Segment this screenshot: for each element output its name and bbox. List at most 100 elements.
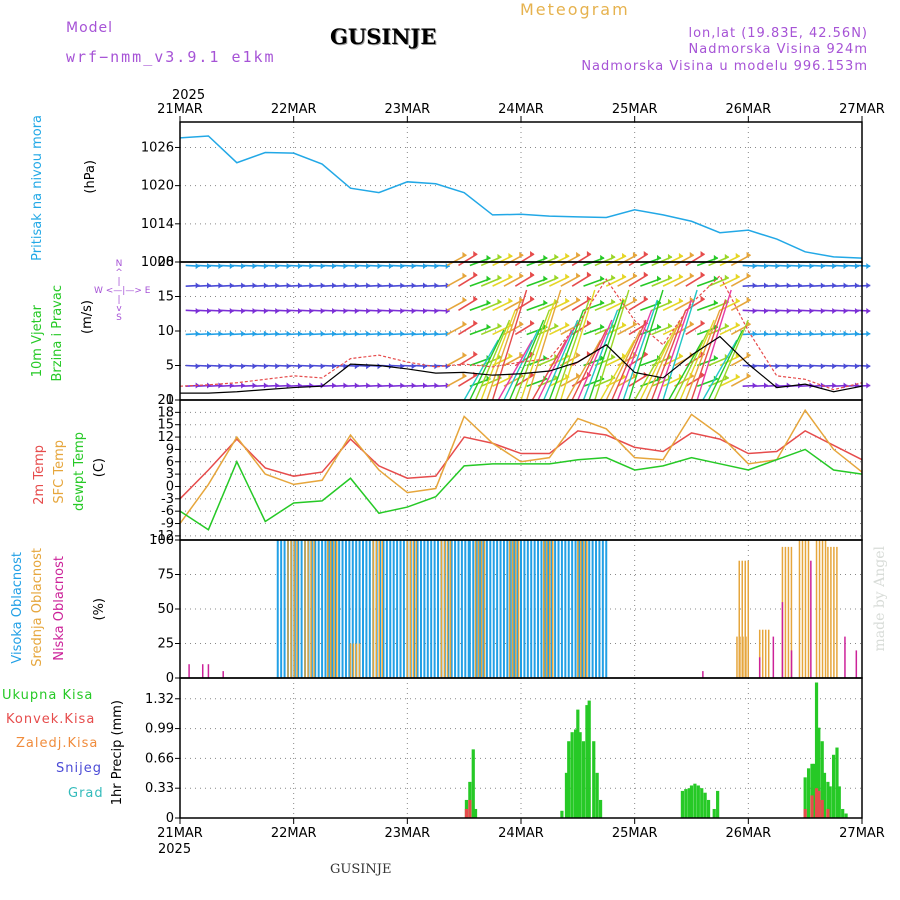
precip-total-bar (693, 783, 697, 818)
temp-ytick-label: -12 (153, 529, 174, 544)
wind-arrow-head (565, 321, 570, 328)
wind-arrow-head (713, 354, 718, 361)
wind-arrow-streak (463, 339, 499, 401)
top-xtick-label: 23MAR (384, 102, 430, 117)
wind-arrow-head (586, 250, 591, 257)
wind-arrow-streak (616, 309, 653, 401)
wind-arrow-streak (594, 289, 630, 401)
wind-arrow-head (713, 254, 718, 261)
precip-total-bar (826, 781, 830, 818)
temp-ytick-label: 3 (166, 467, 174, 482)
wind-arrow-head (530, 295, 535, 302)
wind-arrow-head (565, 297, 570, 304)
precip-total-bar (581, 741, 586, 818)
wind-arrow-head (667, 274, 672, 281)
wind-arrow-streak (486, 299, 522, 401)
wind-arrow-streak (622, 299, 658, 401)
wind-arrow-streak (526, 289, 562, 401)
wind-arrow-head (713, 299, 718, 306)
compass-bar: | (117, 277, 121, 287)
legend-convective-rain: Konvek.Kisa (6, 712, 96, 727)
wind-arrow-head (611, 253, 616, 260)
wind-arrow-head (643, 351, 648, 358)
wind-arrow-streak (588, 299, 624, 401)
wind-arrow-head (576, 251, 581, 258)
wind-arrow-head (632, 372, 637, 379)
wind-arrow-head (497, 274, 502, 281)
wind-ytick-label: 15 (157, 290, 174, 305)
wind-arrow-head (866, 307, 871, 314)
precip-convective-bar (826, 808, 830, 818)
wind-arrow-head (632, 272, 637, 279)
wind-arrow-streak (673, 329, 710, 401)
legend-freezing-rain: Zaledj.Kisa (16, 736, 99, 751)
precip-total-bar (598, 799, 603, 818)
wind-ytick-label: 5 (166, 359, 174, 374)
wind-arrow-head (519, 351, 524, 358)
wind-arrow-streak (520, 299, 556, 401)
precip-ytick-label: 0.99 (145, 722, 174, 737)
wind-arrow-head (486, 375, 491, 382)
wind-arrow-streak (690, 299, 727, 401)
pressure-ytick-label: 1020 (141, 179, 174, 194)
wind-arrow-head (508, 252, 513, 259)
wind-arrow-streak (634, 339, 670, 401)
precip-convective-bar (817, 790, 821, 818)
top-xtick-label: 26MAR (725, 102, 771, 117)
precip-total-bar (471, 749, 475, 818)
wind-arrow-head (462, 251, 467, 258)
wind-arrow-streak (474, 319, 511, 401)
wind-arrow-head (735, 321, 740, 328)
precip-total-bar (810, 763, 814, 818)
wind-arrow-head (600, 254, 605, 261)
wind-arrow-head (700, 371, 705, 378)
wind-arrow-streak (713, 319, 749, 401)
wind-arrow-head (678, 373, 683, 380)
precip-total-bar (587, 700, 591, 818)
wind-arrow-head (611, 274, 616, 281)
pressure-ytick-label: 1008 (141, 255, 174, 270)
wind-arrow-streak (611, 319, 647, 401)
precip-ytick-label: 0 (166, 811, 174, 826)
wind-arrow-streak (656, 299, 693, 401)
wind-arrow-head (486, 299, 491, 306)
temp-ytick-label: -3 (161, 492, 174, 507)
wind-arrow-head (643, 250, 648, 257)
wind-arrow-head (632, 251, 637, 258)
wind-arrow-streak (668, 339, 704, 401)
precip-total-bar (831, 754, 836, 818)
wind-ytick-label: 10 (157, 324, 174, 339)
wind-arrow-streak (503, 329, 539, 401)
wind-arrow-head (486, 275, 491, 282)
legend-hail: Grad (68, 786, 104, 801)
wind-arrow-head (600, 323, 605, 330)
wind-arrow-head (473, 351, 478, 358)
precip-total-bar (817, 727, 821, 818)
precip-convective-bar (803, 808, 807, 818)
precip-total-bar (812, 763, 816, 818)
wind-arrow-head (746, 296, 751, 303)
wind-arrow-streak (707, 329, 744, 401)
wind-arrow-streak (685, 309, 721, 401)
wind-arrow-head (543, 354, 548, 361)
model-name: wrf−nmm_v3.9.1 e1km (66, 48, 276, 66)
wind-arrow-streak (577, 319, 613, 401)
wind-arrow-streak (651, 309, 687, 401)
wind-arrow-head (866, 363, 871, 370)
temp-2m-line (179, 430, 863, 500)
precip-total-bar (696, 785, 700, 818)
precip-convective-bar (820, 799, 824, 818)
wind-arrow-head (700, 319, 705, 326)
wind-arrow-head (530, 271, 535, 278)
wind-arrow-streak (531, 339, 567, 401)
wind-arrow-head (622, 273, 627, 280)
wind-arrow-head (486, 254, 491, 261)
wind-arrow-head (445, 263, 450, 270)
wind-arrow-head (866, 382, 871, 389)
wind-arrow-streak (491, 289, 528, 401)
compass-bar-2: | (117, 295, 121, 305)
lonlat-label: lon,lat (19.83E, 42.56N) (688, 26, 868, 41)
precip-ytick-label: 0.66 (145, 751, 174, 766)
bottom-xtick-label: 23MAR (384, 826, 430, 841)
temp-ytick-label: 15 (157, 418, 174, 433)
